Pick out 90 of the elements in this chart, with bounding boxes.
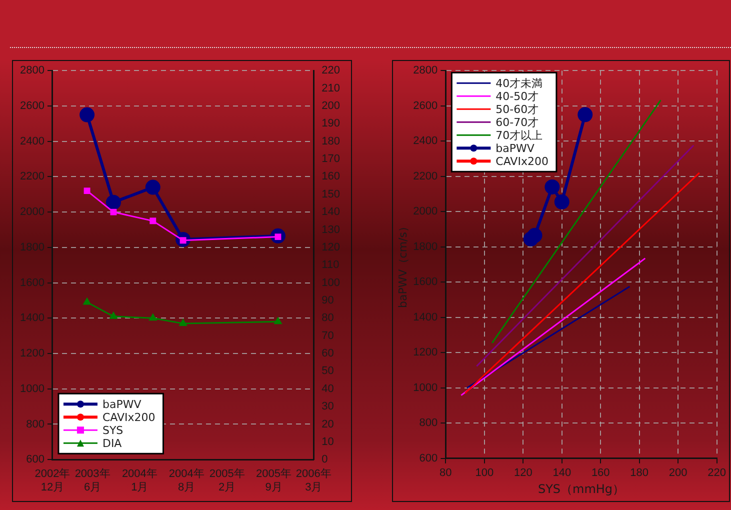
y2-tick-label: 130 xyxy=(322,224,340,236)
y-tick-label: 2200 xyxy=(413,170,438,182)
legend-label: DIA xyxy=(102,436,122,450)
point xyxy=(83,298,91,305)
y2-tick-label: 200 xyxy=(322,100,340,112)
y-tick-label: 1200 xyxy=(20,348,44,360)
legend-label: 50-60才 xyxy=(496,102,539,116)
y2-tick-label: 210 xyxy=(322,82,340,94)
y-tick-label: 1000 xyxy=(20,382,44,395)
legend-label: baPWV xyxy=(496,142,535,155)
x-tick-label: 220 xyxy=(708,467,726,480)
x-tick-label: 2006年 3月 xyxy=(296,468,332,494)
point xyxy=(145,180,160,195)
x-tick-label: 2005年 2月 xyxy=(209,468,245,494)
y-tick-label: 2800 xyxy=(413,64,438,77)
x-tick-label: 200 xyxy=(668,467,688,480)
point xyxy=(527,228,542,243)
legend-label: CAVIx200 xyxy=(102,410,156,424)
y-tick-label: 600 xyxy=(419,452,438,464)
y2-tick-label: 140 xyxy=(322,206,340,218)
x-tick-label: 2004年 1月 xyxy=(122,468,158,494)
y2-tick-label: 80 xyxy=(322,312,334,324)
point xyxy=(149,314,157,321)
y2-tick-label: 30 xyxy=(322,400,334,413)
y2-tick-label: 50 xyxy=(322,365,334,378)
y-tick-label: 1000 xyxy=(413,382,438,394)
y-tick-label: 2000 xyxy=(413,206,438,218)
point xyxy=(84,188,90,194)
y-tick-label: 1600 xyxy=(20,276,44,289)
legend-label: 40才未満 xyxy=(496,76,543,90)
y2-tick-label: 120 xyxy=(322,241,340,254)
y-tick-label: 2400 xyxy=(413,135,438,148)
y-tick-label: 1200 xyxy=(413,346,438,359)
y2-tick-label: 170 xyxy=(322,153,340,166)
y-tick-label: 1800 xyxy=(413,240,438,253)
point xyxy=(578,107,593,122)
point xyxy=(274,317,282,324)
x-tick-label: 160 xyxy=(591,467,610,480)
point xyxy=(150,218,156,224)
y2-tick-label: 0 xyxy=(322,454,328,466)
y2-tick-label: 100 xyxy=(322,276,340,289)
y2-tick-label: 220 xyxy=(322,64,340,77)
legend-label: 40-50才 xyxy=(496,90,539,103)
y-tick-label: 2600 xyxy=(413,100,438,112)
y-tick-label: 2000 xyxy=(20,206,44,218)
y-tick-label: 1600 xyxy=(413,276,438,288)
legend-label: baPWV xyxy=(102,398,142,411)
legend-label: SYS xyxy=(102,424,124,437)
y2-tick-label: 90 xyxy=(322,294,334,306)
point xyxy=(110,312,118,319)
x-tick-label: 2004年 8月 xyxy=(168,468,204,494)
y2-tick-label: 20 xyxy=(322,418,334,430)
y2-tick-label: 160 xyxy=(322,170,340,183)
point xyxy=(554,194,570,210)
point xyxy=(110,208,117,216)
y-axis-title: baPWV（cm/s） xyxy=(396,221,410,308)
legend-label: CAVIx200 xyxy=(496,154,548,168)
y-tick-label: 2800 xyxy=(20,64,44,77)
x-tick-label: 100 xyxy=(475,467,494,480)
point xyxy=(106,194,121,210)
y2-tick-label: 60 xyxy=(322,348,334,360)
y-tick-label: 1800 xyxy=(20,241,44,254)
y-tick-label: 2400 xyxy=(20,135,44,148)
x-tick-label: 2003年 6月 xyxy=(74,468,110,494)
point xyxy=(80,107,95,122)
y-tick-label: 1400 xyxy=(20,312,44,324)
y2-tick-label: 70 xyxy=(322,330,334,342)
point xyxy=(179,319,187,326)
y-tick-label: 800 xyxy=(26,418,44,430)
x-tick-label: 80 xyxy=(440,467,452,480)
x-tick-label: 140 xyxy=(552,467,572,480)
x-axis-title: SYS（mmHg） xyxy=(538,482,625,496)
y-tick-label: 2600 xyxy=(20,100,44,112)
y2-tick-label: 110 xyxy=(322,259,340,272)
y2-tick-label: 40 xyxy=(322,382,334,395)
x-tick-label: 120 xyxy=(514,467,532,480)
y2-tick-label: 10 xyxy=(322,436,334,448)
x-tick-label: 180 xyxy=(630,467,649,480)
y2-tick-label: 180 xyxy=(322,135,340,148)
x-tick-label: 2002年 12月 xyxy=(34,468,70,494)
y-tick-label: 600 xyxy=(26,454,44,466)
point xyxy=(544,179,560,194)
y-tick-label: 1400 xyxy=(413,311,438,324)
legend-label: 60-70才 xyxy=(496,116,539,129)
legend-label: 70才以上 xyxy=(496,128,543,142)
y2-tick-label: 150 xyxy=(322,188,340,200)
x-tick-label: 2005年 9月 xyxy=(256,468,292,494)
y2-tick-label: 190 xyxy=(322,118,340,130)
y-tick-label: 2200 xyxy=(20,170,44,183)
y-tick-label: 800 xyxy=(419,417,438,430)
